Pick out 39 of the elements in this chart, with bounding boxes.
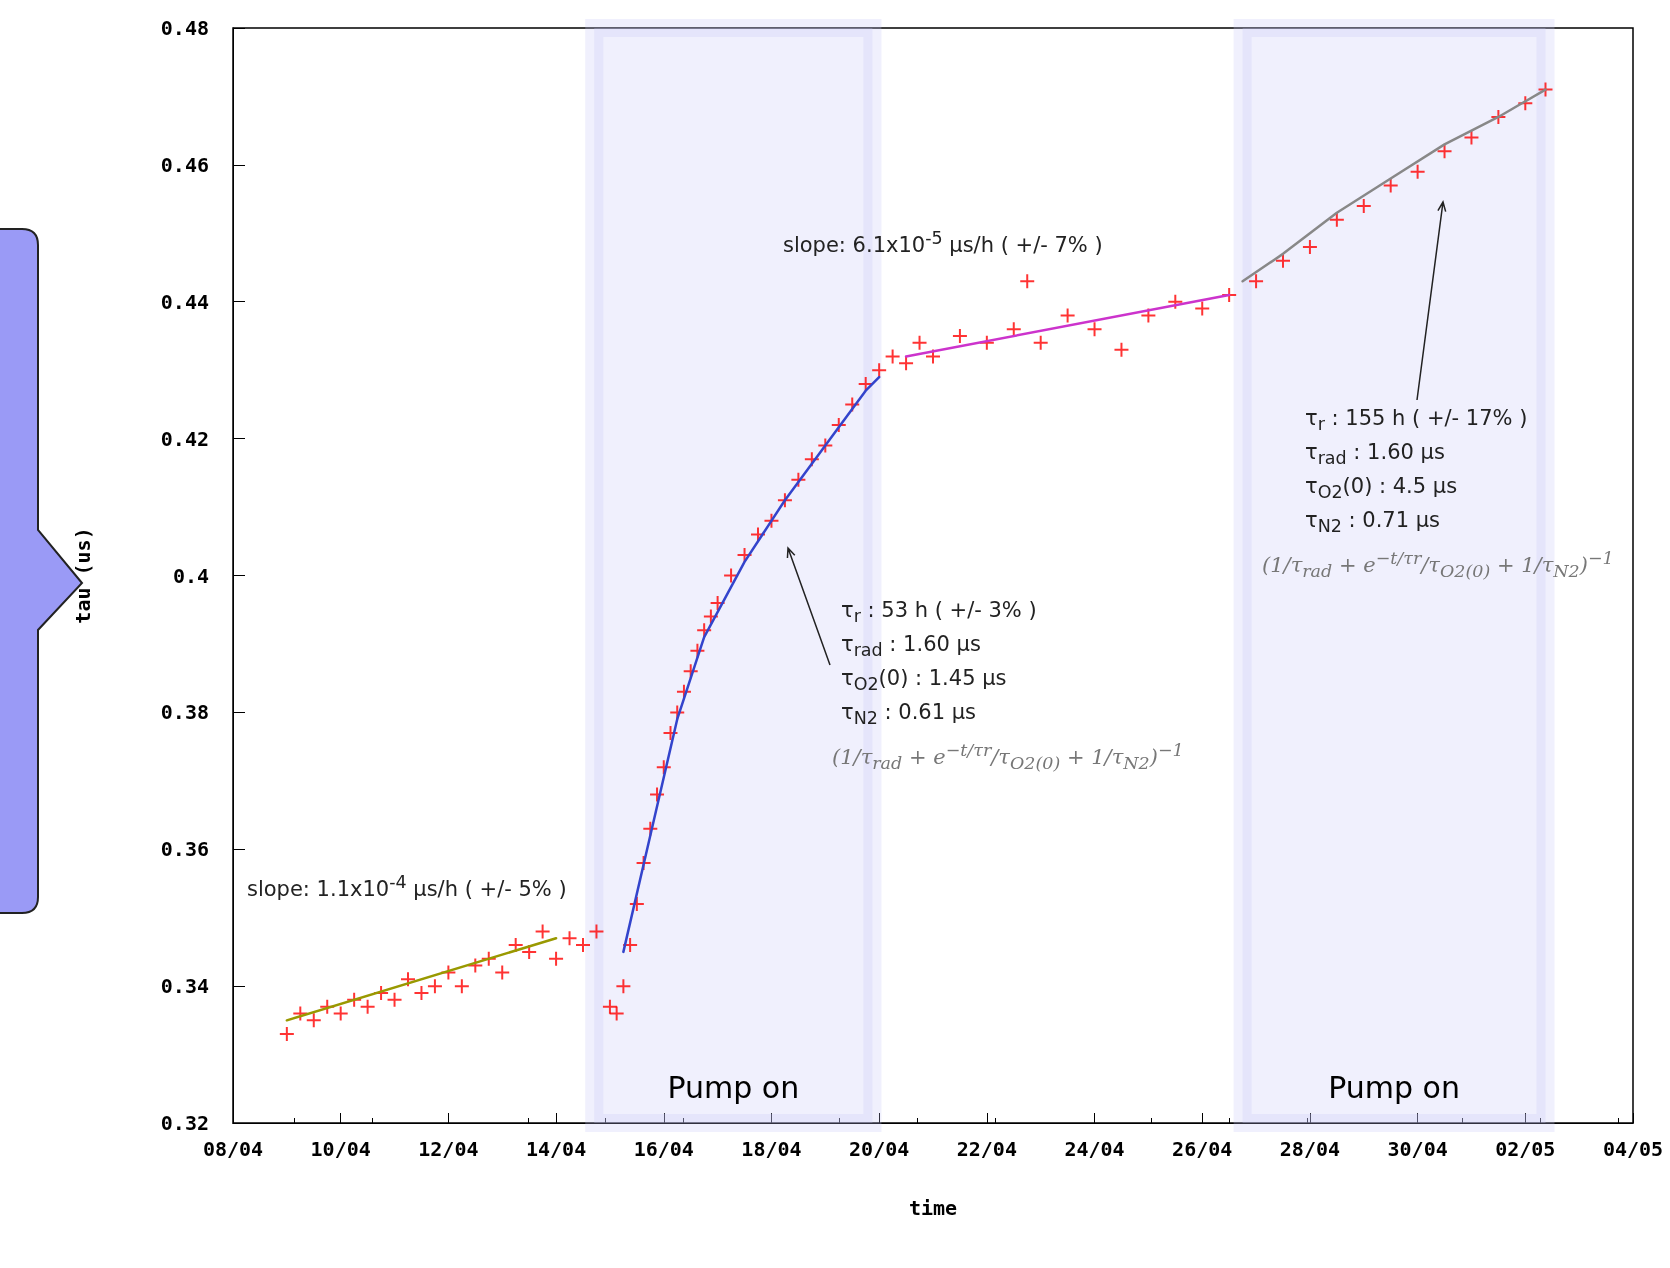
y-tick-label: 0.36: [160, 837, 209, 862]
x-tick-label: 26/04: [1172, 1137, 1233, 1161]
annotation: τ$_{N2}$ : 0.61 µs: [841, 700, 977, 730]
annotation: τ$_{r}$ : 155 h ( +/- 17% ): [1305, 406, 1528, 436]
x-tick-label: 02/05: [1495, 1137, 1556, 1161]
x-tick-label: 30/04: [1387, 1137, 1448, 1161]
x-tick-label: 22/04: [956, 1137, 1017, 1161]
x-tick-label: 16/04: [633, 1137, 694, 1161]
annotation: τ$_{rad}$ : 1.60 µs: [841, 632, 981, 662]
x-tick-label: 10/04: [310, 1137, 371, 1161]
annotation: τ$_{rad}$ : 1.60 µs: [1305, 440, 1445, 470]
y-tick-label: 0.46: [160, 152, 209, 177]
y-tick-label: 0.34: [160, 974, 209, 999]
x-axis-title: time: [908, 1196, 958, 1220]
annotation: slope: 1.1x10$^{-4}$ µs/h ( +/- 5% ): [247, 872, 567, 903]
x-tick-label: 08/04: [202, 1137, 264, 1161]
annotation: slope: 6.1x10$^{-5}$ µs/h ( +/- 7% ): [783, 228, 1103, 259]
annotation: τ$_{O2}$(0) : 1.45 µs: [841, 666, 1007, 696]
x-tick-label: 28/04: [1279, 1137, 1341, 1161]
y-axis-title: tau (us): [71, 527, 95, 624]
x-tick-label: 24/04: [1064, 1137, 1125, 1161]
band-label: Pump on: [667, 1069, 800, 1105]
annotation: τ$_{r}$ : 53 h ( +/- 3% ): [841, 598, 1037, 628]
y-tick-label: 0.44: [160, 289, 209, 314]
text: (1/τ$_{rad}$ + e$^{−t/τr}$/τ$_{O2(0)}$ + 1/τ$_{N2}$)$^{−1}$: [1262, 548, 1614, 582]
annotation: τ$_{N2}$ : 0.71 µs: [1305, 508, 1441, 538]
y-tick-label: 0.38: [160, 700, 209, 725]
y-tick-label: 0.32: [160, 1111, 209, 1135]
x-tick-label: 14/04: [525, 1137, 587, 1161]
y-tick-label: 0.4: [172, 563, 209, 588]
y-tick-label: 0.48: [160, 16, 209, 40]
annotation: τ$_{O2}$(0) : 4.5 µs: [1305, 474, 1458, 504]
x-tick-label: 20/04: [849, 1137, 910, 1161]
x-tick-label: 04/05: [1602, 1137, 1664, 1161]
band-label: Pump on: [1328, 1069, 1460, 1105]
x-tick-label: 18/04: [741, 1137, 802, 1161]
text: (1/τ$_{rad}$ + e$^{−t/τr}$/τ$_{O2(0)}$ + 1/τ$_{N2}$)$^{−1}$: [832, 740, 1184, 774]
x-tick-label: 12/04: [418, 1137, 479, 1161]
y-tick-label: 0.42: [160, 426, 209, 451]
